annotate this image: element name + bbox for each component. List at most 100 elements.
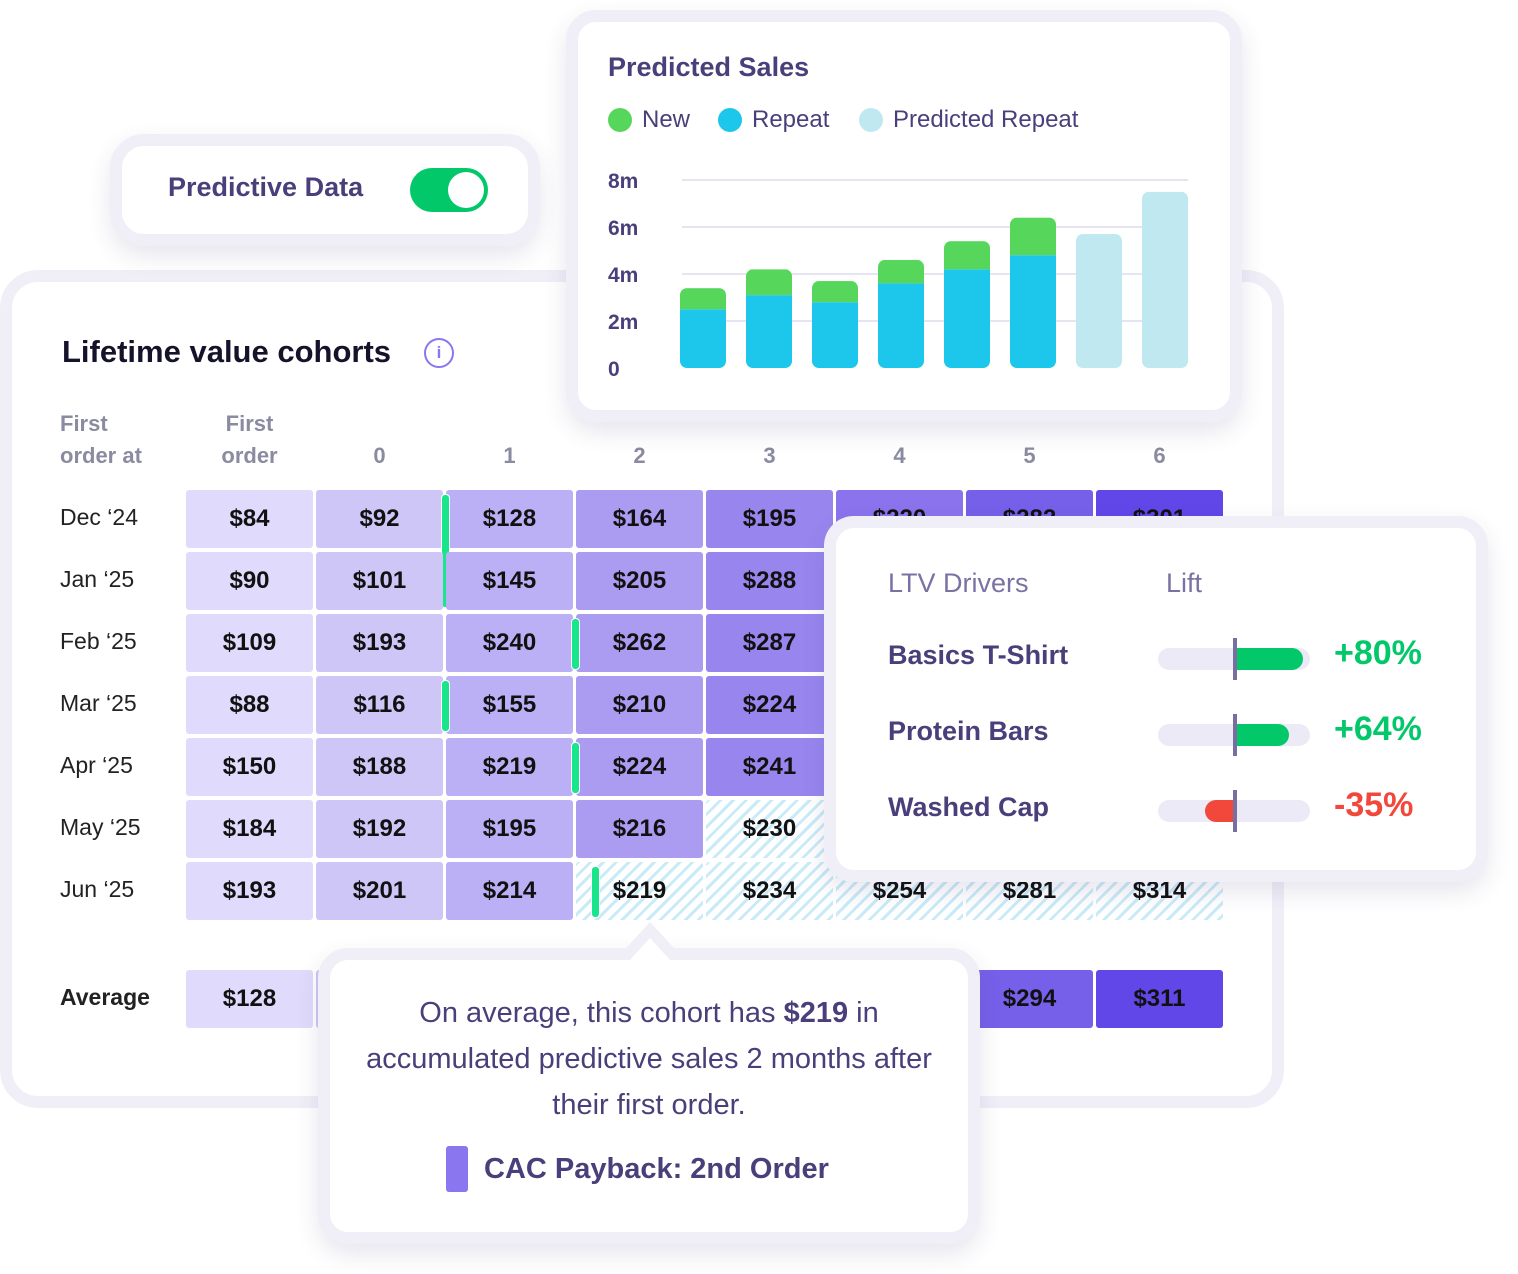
row-label: May ‘25 (60, 814, 141, 840)
cohort-cell[interactable]: $193 (316, 614, 443, 672)
cohort-cell[interactable]: $92 (316, 490, 443, 548)
bar-new[interactable] (680, 288, 726, 310)
predictive-data-toggle[interactable] (410, 168, 488, 212)
cohort-cell[interactable]: $216 (576, 800, 703, 858)
lift-value: -35% (1334, 786, 1414, 824)
cohort-cell[interactable]: $240 (446, 614, 573, 672)
row-label: Dec ‘24 (60, 504, 138, 530)
cohort-cell[interactable]: $219 (446, 738, 573, 796)
driver-name: Protein Bars (888, 716, 1049, 746)
payback-marker (591, 866, 600, 918)
bar-repeat[interactable] (1010, 255, 1056, 368)
header-month-1: 1 (503, 443, 516, 468)
lift-value: +64% (1334, 710, 1422, 748)
driver-name: Basics T-Shirt (888, 640, 1069, 670)
header-first-order: First order (186, 408, 313, 472)
lift-value: +80% (1334, 634, 1422, 672)
payback-marker (441, 680, 450, 732)
bar-repeat[interactable] (878, 283, 924, 368)
info-icon[interactable]: i (424, 338, 454, 368)
y-tick-label: 4m (608, 264, 638, 287)
cohort-cell[interactable]: $150 (186, 738, 313, 796)
cohort-cell[interactable]: $195 (706, 490, 833, 548)
bar-repeat[interactable] (746, 295, 792, 368)
cohort-cell[interactable]: $164 (576, 490, 703, 548)
average-label: Average (60, 984, 150, 1010)
average-cell: $294 (966, 970, 1093, 1028)
header-line: First (225, 411, 274, 436)
lift-fill (1205, 800, 1235, 822)
cohort-cell[interactable]: $184 (186, 800, 313, 858)
legend-dot (859, 108, 883, 132)
cohort-cell[interactable]: $188 (316, 738, 443, 796)
predicted-cell[interactable]: $234 (706, 862, 833, 920)
cohort-cell[interactable]: $193 (186, 862, 313, 920)
row-label: Jun ‘25 (60, 876, 135, 902)
cohort-cell[interactable]: $128 (446, 490, 573, 548)
cohort-cell[interactable]: $210 (576, 676, 703, 734)
cohort-cell[interactable]: $262 (576, 614, 703, 672)
tooltip-text-post: in accumulated predictive sales 2 months… (366, 997, 932, 1121)
bar-repeat[interactable] (812, 302, 858, 368)
cohort-cell[interactable]: $101 (316, 552, 443, 610)
cohort-cell[interactable]: $84 (186, 490, 313, 548)
cohort-cell[interactable]: $109 (186, 614, 313, 672)
drivers-header: LTV Drivers (888, 568, 1029, 598)
predictive-data-card: Predictive Data (110, 134, 540, 246)
zero-line (1233, 790, 1237, 832)
bar-new[interactable] (1010, 217, 1056, 256)
cohort-cell[interactable]: $214 (446, 862, 573, 920)
legend-repeat: Repeat (718, 106, 829, 134)
header-month-5: 5 (1023, 443, 1036, 468)
payback-marker (441, 494, 450, 608)
header-month-4: 4 (893, 443, 906, 468)
cohort-cell[interactable]: $201 (316, 862, 443, 920)
cohort-cell[interactable]: $224 (706, 676, 833, 734)
zero-line (1233, 714, 1237, 756)
zero-line (1233, 638, 1237, 680)
sales-bar-chart: 0 2m 4m 6m 8m (608, 170, 1188, 381)
cohort-cell[interactable]: $288 (706, 552, 833, 610)
bar-new[interactable] (746, 269, 792, 296)
payback-marker (571, 742, 580, 794)
lift-fill (1235, 724, 1290, 746)
lift-header: Lift (1166, 568, 1203, 598)
predictive-data-label: Predictive Data (168, 172, 364, 202)
row-label: Apr ‘25 (60, 752, 133, 778)
row-label: Jan ‘25 (60, 566, 135, 592)
cohort-cell[interactable]: $88 (186, 676, 313, 734)
cac-payback-swatch (446, 1146, 468, 1192)
cohort-cell[interactable]: $192 (316, 800, 443, 858)
header-line: order (221, 443, 278, 468)
bar-repeat[interactable] (944, 269, 990, 368)
row-label: Mar ‘25 (60, 690, 137, 716)
tooltip-text: On average, this cohort has $219 in accu… (350, 990, 948, 1128)
bar-new[interactable] (944, 241, 990, 270)
predicted-cell[interactable]: $230 (706, 800, 833, 858)
predicted-sales-card: Predicted Sales New Repeat Predicted Rep… (566, 10, 1242, 422)
bar-predicted-repeat[interactable] (1142, 191, 1188, 368)
cohort-cell[interactable]: $90 (186, 552, 313, 610)
bar-repeat[interactable] (680, 309, 726, 368)
cohort-cell[interactable]: $205 (576, 552, 703, 610)
cohort-cell[interactable]: $287 (706, 614, 833, 672)
legend-new: New (608, 106, 690, 134)
cohort-cell[interactable]: $145 (446, 552, 573, 610)
cac-payback-legend: CAC Payback: 2nd Order (446, 1146, 829, 1192)
cohort-cell[interactable]: $155 (446, 676, 573, 734)
cohort-cell[interactable]: $241 (706, 738, 833, 796)
header-line: order at (60, 443, 142, 468)
average-cell: $128 (186, 970, 313, 1028)
lift-fill (1235, 648, 1303, 670)
average-cell: $311 (1096, 970, 1223, 1028)
bar-new[interactable] (812, 281, 858, 303)
y-tick-label: 8m (608, 170, 638, 193)
cohort-cell[interactable]: $116 (316, 676, 443, 734)
chart-title: Predicted Sales (608, 52, 810, 82)
bar-predicted-repeat[interactable] (1076, 234, 1122, 368)
legend-label: Predicted Repeat (893, 106, 1079, 133)
legend-label: New (642, 106, 691, 133)
bar-new[interactable] (878, 259, 924, 284)
cohort-cell[interactable]: $224 (576, 738, 703, 796)
cohort-cell[interactable]: $195 (446, 800, 573, 858)
